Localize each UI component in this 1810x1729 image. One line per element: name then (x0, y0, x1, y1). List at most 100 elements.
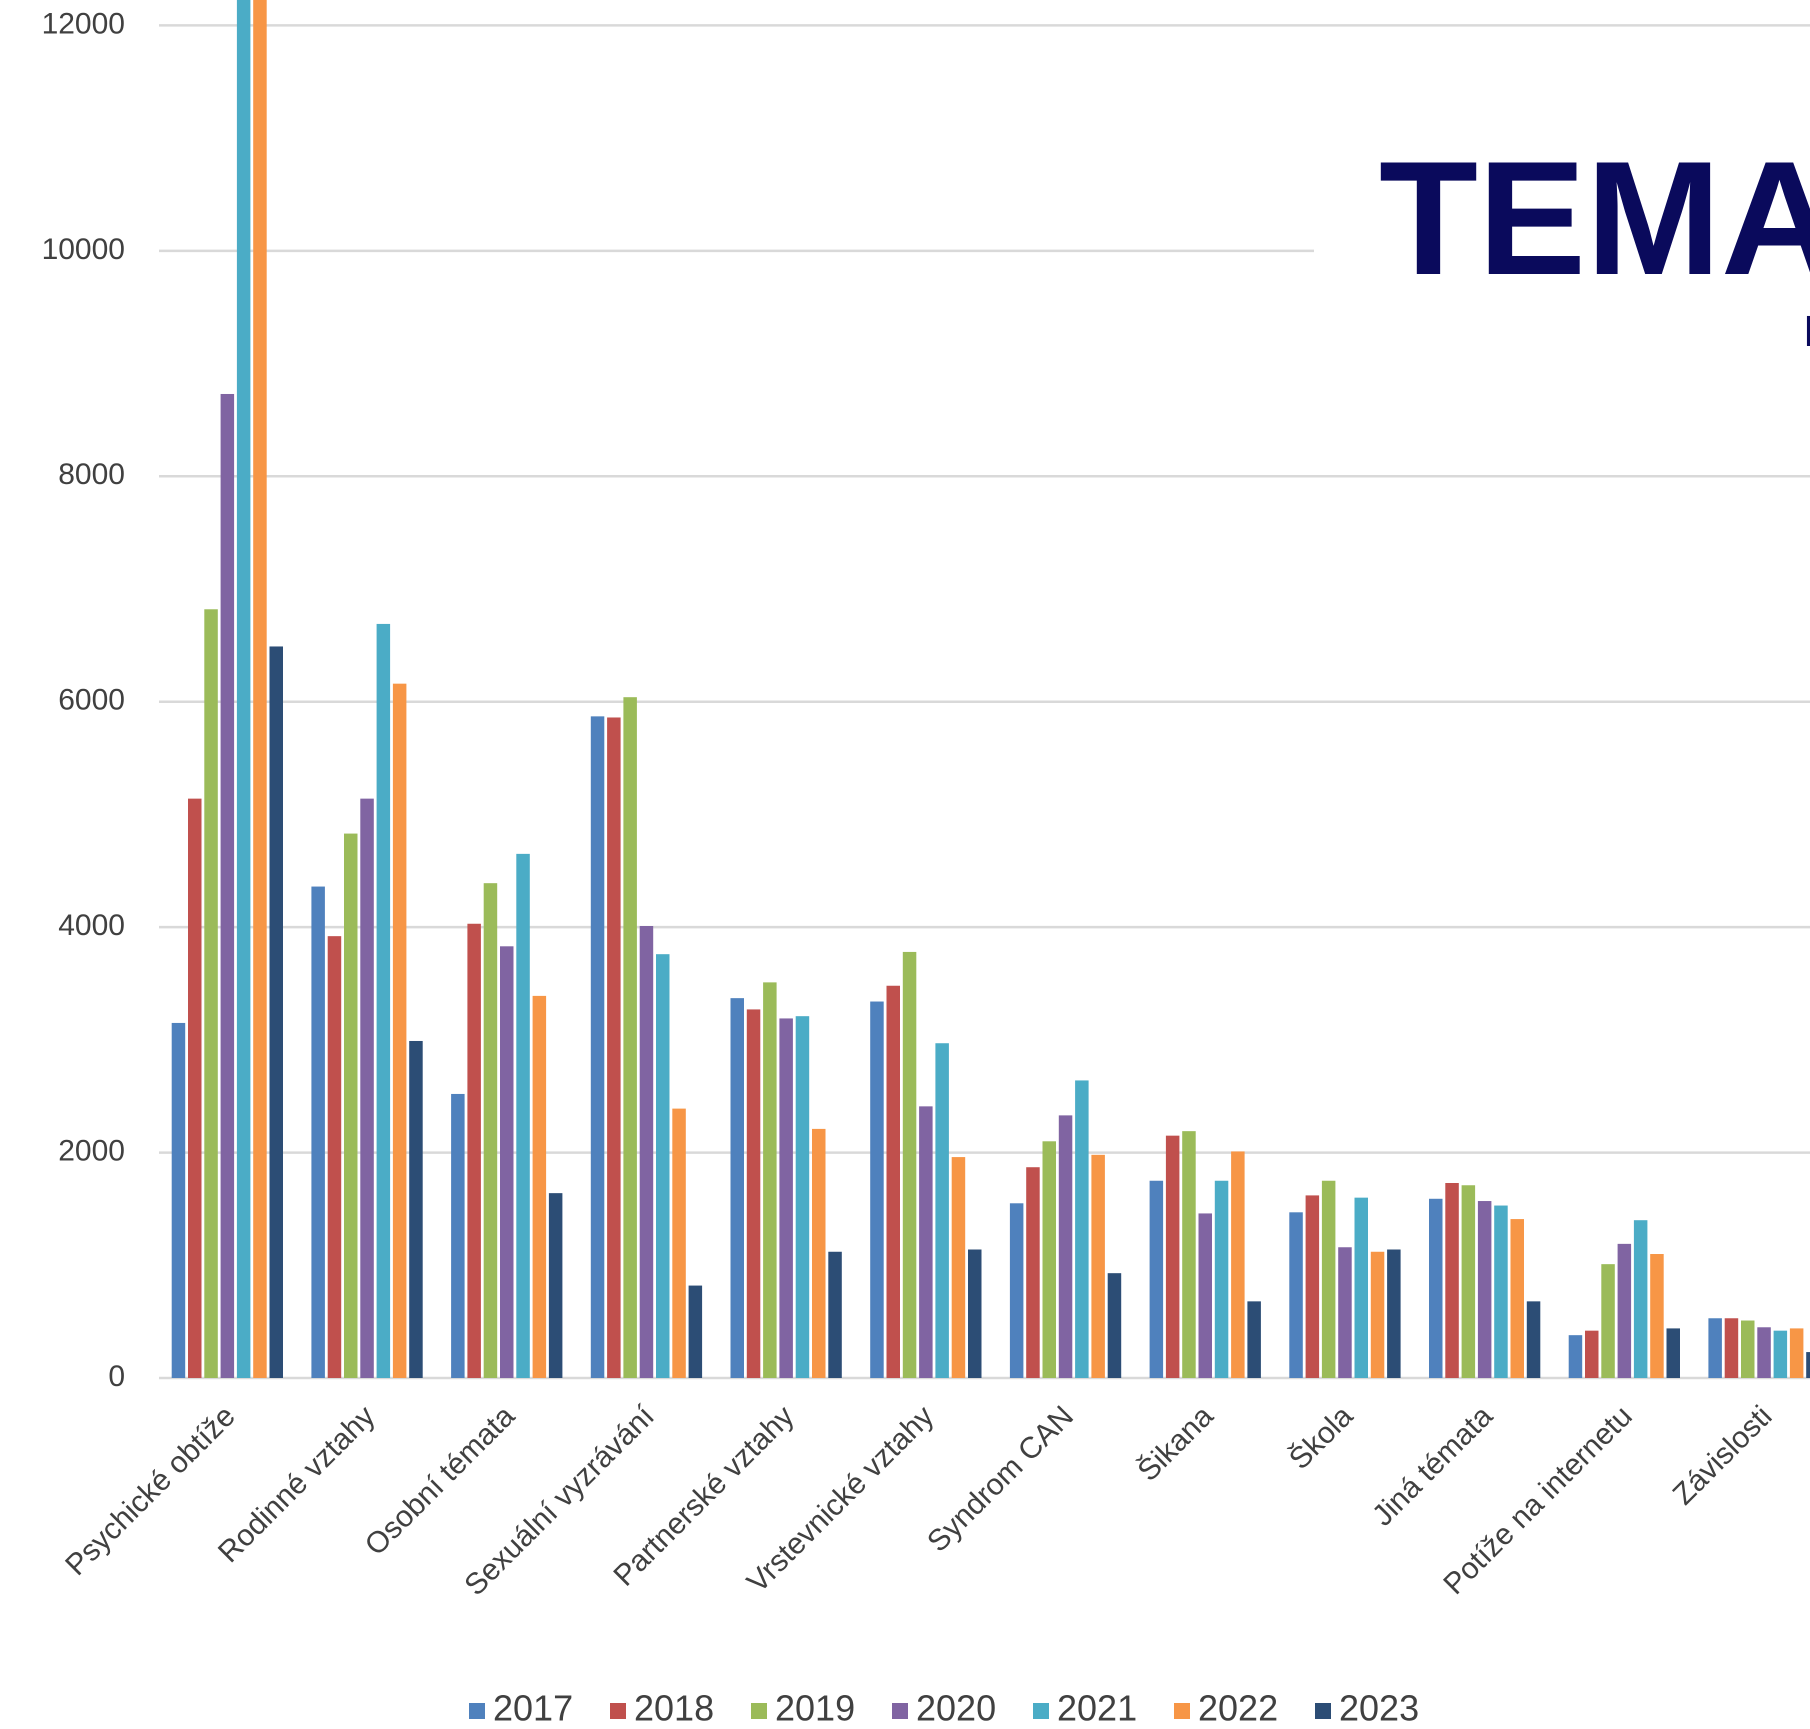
bar (311, 886, 325, 1378)
bar (1585, 1330, 1599, 1378)
bar (1494, 1205, 1508, 1378)
x-tick-label: Závislosti (1667, 1400, 1779, 1512)
legend: 2017 2018 2019 2020 2021 2022 2023 (469, 1688, 1419, 1729)
bar (236, 0, 251, 1378)
bar (376, 623, 391, 1378)
x-tick-label: Psychické obtíže (59, 1400, 242, 1583)
plot-area: 0 2000 4000 6000 8000 10000 12000 Psychické obt… (42, 0, 1810, 1602)
bar (1773, 1330, 1788, 1378)
bar (951, 1157, 966, 1378)
bar (870, 1001, 884, 1378)
legend-label: 2023 (1339, 1688, 1419, 1729)
bar (919, 1106, 933, 1378)
bar (746, 1009, 761, 1378)
bar (548, 1193, 563, 1378)
x-tick-label: Osobní témata (359, 1399, 522, 1562)
bar (1165, 1135, 1180, 1378)
bar (779, 1018, 793, 1378)
bar (467, 923, 481, 1378)
bar (1231, 1151, 1245, 1378)
bar (968, 1249, 982, 1378)
bar (1806, 1352, 1810, 1378)
bar (1289, 1212, 1303, 1378)
bar (1370, 1251, 1385, 1378)
bar (409, 1040, 423, 1378)
bar (1650, 1254, 1664, 1378)
x-tick-label: Šikana (1131, 1399, 1220, 1488)
bar (1026, 1167, 1040, 1378)
legend-swatch (610, 1703, 626, 1719)
y-tick-label: 0 (108, 1360, 125, 1393)
bar (1075, 1080, 1089, 1378)
bar (730, 998, 744, 1378)
y-tick-label: 10000 (42, 233, 125, 266)
bar (886, 985, 900, 1378)
y-tick-label: 4000 (58, 909, 125, 942)
chart-title: TEMA (1379, 128, 1810, 309)
legend-swatch (751, 1703, 767, 1719)
bar (188, 798, 202, 1378)
bar (204, 609, 218, 1378)
legend-swatch (1315, 1703, 1331, 1719)
bar (828, 1251, 842, 1378)
bar (344, 833, 358, 1378)
bar (253, 0, 267, 1379)
bar (1666, 1328, 1680, 1378)
x-tick-label: Jiná témata (1366, 1399, 1499, 1532)
bar (1182, 1131, 1196, 1378)
bar (1757, 1327, 1771, 1378)
y-tick-label: 8000 (58, 458, 125, 491)
bar (1058, 1115, 1073, 1378)
x-tick-label: Škola (1282, 1399, 1359, 1476)
bar (269, 646, 283, 1378)
bar (451, 1093, 465, 1378)
bar (1445, 1183, 1459, 1378)
y-tick-label: 12000 (42, 7, 125, 40)
bar (360, 798, 374, 1378)
bar (1789, 1328, 1804, 1378)
bar (1429, 1198, 1443, 1378)
bar (902, 951, 917, 1378)
bar (500, 946, 514, 1378)
bar (1042, 1141, 1056, 1378)
bar (1305, 1195, 1320, 1378)
legend-label: 2021 (1057, 1688, 1137, 1729)
bar (1321, 1180, 1336, 1378)
bar (1708, 1318, 1722, 1378)
bar (1009, 1203, 1024, 1378)
title-backdrop (1314, 100, 1810, 360)
bar (1724, 1318, 1739, 1378)
bar (1510, 1219, 1524, 1378)
bar (516, 853, 530, 1378)
bar (483, 883, 498, 1378)
bar (1198, 1213, 1212, 1378)
legend-swatch (469, 1703, 485, 1719)
bar (1214, 1180, 1229, 1378)
bar (1247, 1301, 1261, 1378)
bar (1526, 1301, 1541, 1378)
legend-swatch (892, 1703, 908, 1719)
bar (590, 716, 605, 1378)
bar (763, 982, 777, 1378)
bar (1091, 1154, 1105, 1378)
bar (1354, 1197, 1368, 1378)
bar (607, 717, 621, 1378)
bar (1741, 1320, 1755, 1378)
y-tick-label: 2000 (58, 1134, 125, 1167)
bar (1568, 1335, 1583, 1378)
bar (532, 995, 547, 1378)
bar (171, 1022, 186, 1378)
bar (672, 1108, 686, 1378)
bar (935, 1043, 949, 1378)
bar (1601, 1264, 1615, 1378)
bar (639, 926, 654, 1378)
bar (623, 697, 637, 1378)
bar (1107, 1273, 1122, 1378)
bar (1461, 1185, 1476, 1378)
legend-label: 2020 (916, 1688, 996, 1729)
chart-subtitle: I (1804, 307, 1810, 356)
bar (220, 393, 235, 1378)
legend-label: 2019 (775, 1688, 855, 1729)
